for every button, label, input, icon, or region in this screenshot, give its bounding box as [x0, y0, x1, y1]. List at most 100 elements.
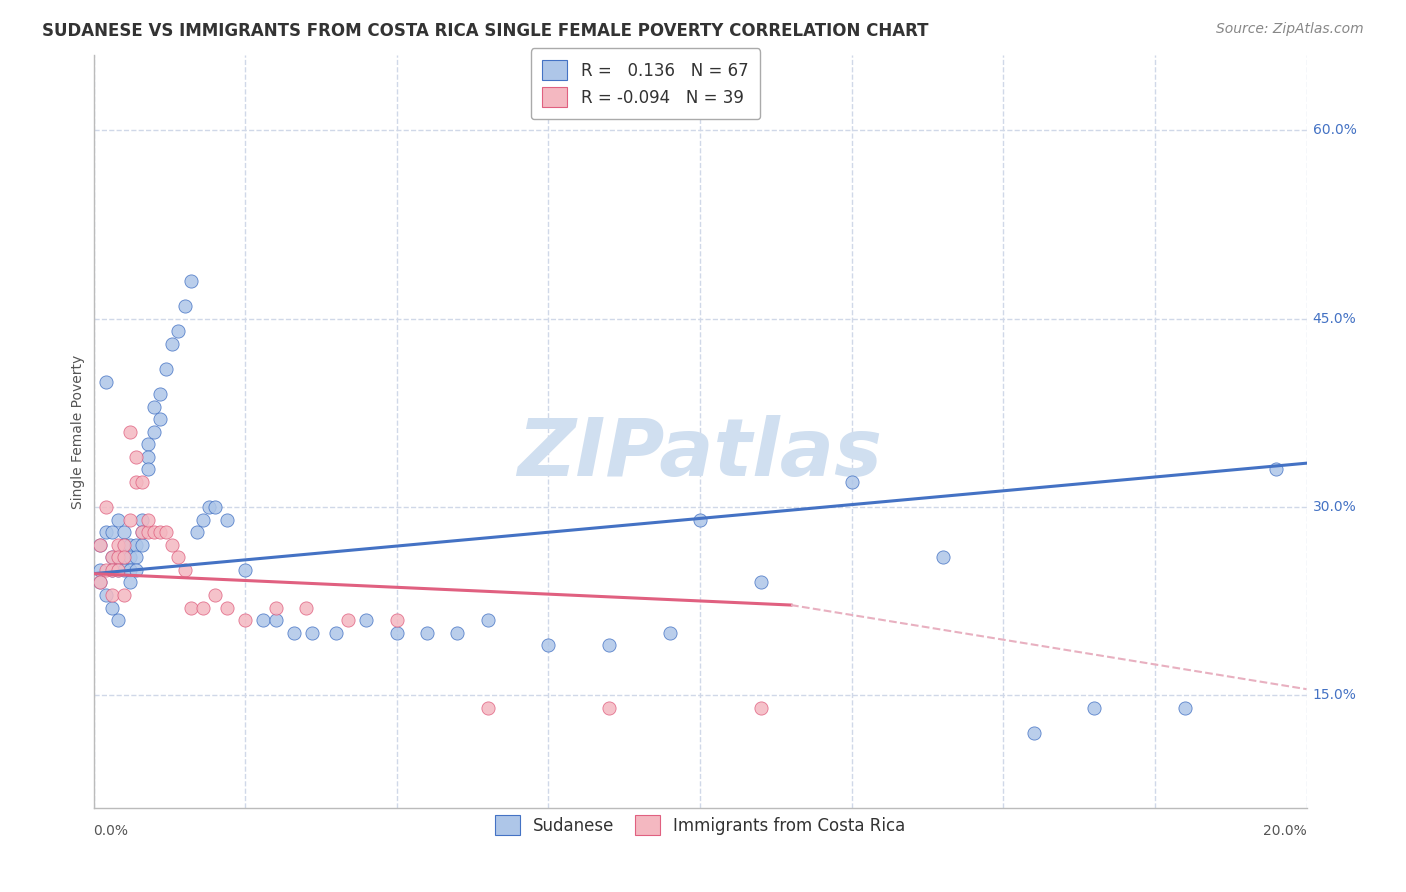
Point [94, 500, 117, 515]
Point [155, 525, 177, 540]
Point [143, 425, 166, 439]
Point [94, 375, 117, 389]
Point [100, 600, 122, 615]
Point [125, 563, 148, 577]
Point [841, 475, 863, 489]
Point [477, 613, 499, 627]
Point [112, 550, 135, 565]
Point [252, 613, 274, 627]
Point [337, 613, 360, 627]
Point [136, 450, 159, 464]
Point [112, 563, 135, 577]
Point [89, 563, 111, 577]
Point [167, 324, 190, 338]
Point [107, 550, 129, 565]
Point [167, 550, 190, 565]
Point [385, 625, 408, 640]
Point [180, 600, 202, 615]
Point [100, 563, 122, 577]
Point [118, 550, 141, 565]
Point [131, 538, 153, 552]
Point [136, 437, 159, 451]
Point [107, 538, 129, 552]
Point [143, 525, 166, 540]
Legend: Sudanese, Immigrants from Costa Rica: Sudanese, Immigrants from Costa Rica [485, 805, 915, 846]
Text: ZIPatlas: ZIPatlas [517, 416, 883, 493]
Point [416, 625, 439, 640]
Point [118, 575, 141, 590]
Point [107, 550, 129, 565]
Point [233, 613, 256, 627]
Point [131, 525, 153, 540]
Point [125, 450, 148, 464]
Text: 60.0%: 60.0% [1313, 123, 1357, 137]
Point [149, 412, 172, 426]
Point [325, 625, 347, 640]
Point [118, 538, 141, 552]
Point [215, 513, 238, 527]
Y-axis label: Single Female Poverty: Single Female Poverty [72, 355, 86, 509]
Point [598, 638, 620, 652]
Point [89, 538, 111, 552]
Point [931, 550, 953, 565]
Point [283, 625, 305, 640]
Point [118, 513, 141, 527]
Point [749, 701, 772, 715]
Text: Source: ZipAtlas.com: Source: ZipAtlas.com [1216, 22, 1364, 37]
Point [264, 600, 287, 615]
Point [204, 500, 226, 515]
Point [94, 588, 117, 602]
Point [149, 525, 172, 540]
Point [136, 513, 159, 527]
Text: 20.0%: 20.0% [1263, 823, 1306, 838]
Point [94, 563, 117, 577]
Point [155, 362, 177, 376]
Point [233, 563, 256, 577]
Point [658, 625, 681, 640]
Text: 15.0%: 15.0% [1313, 689, 1357, 702]
Point [162, 538, 184, 552]
Point [173, 299, 195, 313]
Point [107, 613, 129, 627]
Point [295, 600, 318, 615]
Point [537, 638, 560, 652]
Point [749, 575, 772, 590]
Point [100, 563, 122, 577]
Point [1022, 726, 1045, 740]
Point [112, 550, 135, 565]
Point [1265, 462, 1288, 476]
Point [162, 337, 184, 351]
Point [598, 701, 620, 715]
Point [215, 600, 238, 615]
Point [118, 425, 141, 439]
Point [477, 701, 499, 715]
Point [149, 387, 172, 401]
Point [191, 513, 214, 527]
Point [112, 538, 135, 552]
Point [107, 513, 129, 527]
Point [125, 475, 148, 489]
Point [301, 625, 323, 640]
Point [143, 400, 166, 414]
Point [356, 613, 378, 627]
Point [180, 274, 202, 288]
Text: SUDANESE VS IMMIGRANTS FROM COSTA RICA SINGLE FEMALE POVERTY CORRELATION CHART: SUDANESE VS IMMIGRANTS FROM COSTA RICA S… [42, 22, 929, 40]
Point [385, 613, 408, 627]
Point [125, 550, 148, 565]
Text: 45.0%: 45.0% [1313, 312, 1357, 326]
Point [264, 613, 287, 627]
Point [198, 500, 221, 515]
Point [136, 462, 159, 476]
Point [204, 588, 226, 602]
Point [173, 563, 195, 577]
Point [94, 525, 117, 540]
Point [100, 588, 122, 602]
Point [112, 538, 135, 552]
Point [107, 563, 129, 577]
Point [125, 538, 148, 552]
Point [100, 550, 122, 565]
Point [136, 525, 159, 540]
Point [112, 588, 135, 602]
Point [118, 563, 141, 577]
Point [689, 513, 711, 527]
